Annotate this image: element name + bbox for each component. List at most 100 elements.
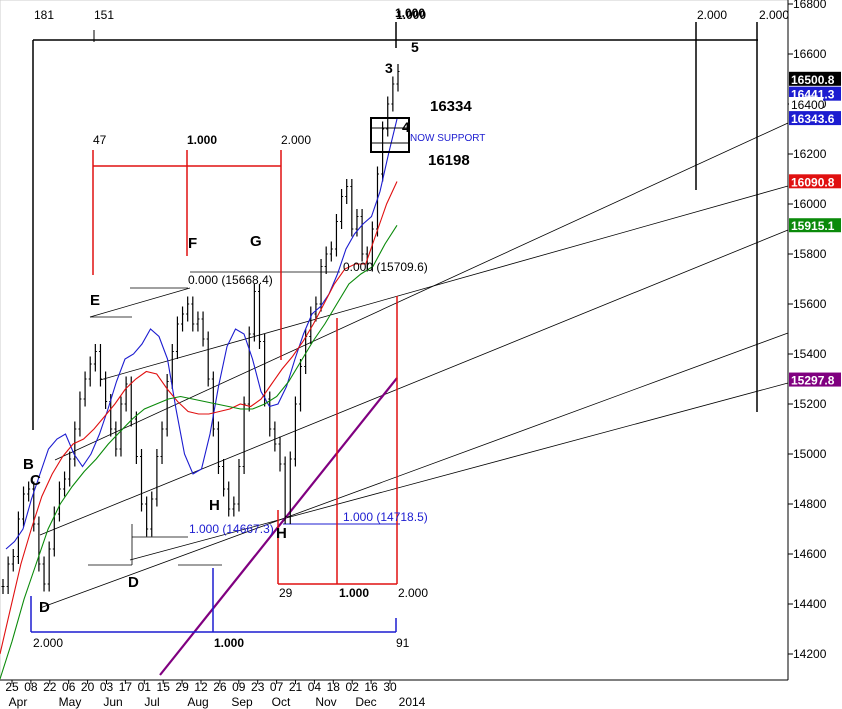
red-timing-bottom-2000: 2.000: [398, 586, 428, 600]
wave-label-3: 3: [385, 60, 393, 76]
y-tick-label: 15800: [793, 247, 827, 261]
timing-label-1000-a: 1.000: [395, 6, 425, 20]
channel-line: [89, 287, 191, 318]
x-month-label: Jul: [144, 695, 159, 709]
timing-tools: [30, 22, 758, 633]
channel-line: [39, 229, 789, 536]
timing-label-181: 181: [34, 8, 54, 22]
x-month-label: May: [59, 695, 82, 709]
wave-label-c: C: [30, 472, 41, 489]
moving-average-line: [5, 118, 398, 550]
channel-line: [39, 332, 789, 609]
ratio-label-d-low: 1.000 (14667.3): [189, 522, 274, 536]
value-tag-box: [789, 71, 841, 86]
pitchfork-lines: [39, 122, 789, 676]
y-tick-label: 14600: [793, 547, 827, 561]
wave-label-d-first: D: [39, 599, 50, 616]
x-tick-label: 29: [175, 680, 189, 694]
x-tick-label: 03: [100, 680, 114, 694]
ratio-label-h-low: 1.000 (14718.5): [343, 510, 428, 524]
x-tick-label: 21: [289, 680, 303, 694]
blue-timing-91: 91: [396, 636, 410, 650]
moving-average-line: [0, 181, 398, 655]
x-month-label: Sep: [231, 695, 253, 709]
x-tick-label: 26: [213, 680, 227, 694]
y-tick-label: 15600: [793, 297, 827, 311]
value-tag-label: 16500.8: [791, 73, 835, 87]
x-tick-label: 22: [43, 680, 57, 694]
wave-label-h-first: H: [209, 497, 220, 514]
wave-label-4: 4: [402, 119, 410, 135]
y-tick-label: 15400: [793, 347, 827, 361]
channel-line: [99, 185, 789, 381]
x-tick-label: 25: [5, 680, 19, 694]
target-zone-box: [370, 117, 410, 153]
blue-timing-1000: 1.000: [214, 636, 244, 650]
x-tick-label: 08: [24, 680, 38, 694]
x-tick-label: 06: [62, 680, 76, 694]
y-tick-label: 16000: [793, 197, 827, 211]
wave-label-b: B: [23, 456, 34, 473]
x-tick-label: 04: [308, 680, 322, 694]
annotation-texts: 181 151 1.000 1.000 2.000 2.000 47 1.000…: [23, 6, 789, 650]
y-tick-label: 16800: [793, 0, 827, 11]
zone-low-label: 16198: [428, 152, 470, 169]
x-month-label: Jun: [103, 695, 122, 709]
zone-note: NOW SUPPORT: [410, 133, 485, 144]
x-axis: 25 08 22 06 20 03 17 01 15 29 12 26 09 23 07 21 04 18 02 16…: [0, 679, 788, 709]
value-tag-label: 15915.1: [791, 219, 835, 233]
x-tick-label: 15: [157, 680, 171, 694]
value-tag-label: 16343.6: [791, 112, 835, 126]
x-tick-label: 02: [346, 680, 360, 694]
x-tick-label: 23: [251, 680, 265, 694]
value-tag-label: 16090.8: [791, 175, 835, 189]
x-tick-label: 17: [119, 680, 133, 694]
red-timing-29: 29: [279, 586, 293, 600]
y-tick-label: 14800: [793, 497, 827, 511]
timing-label-2000-b: 2.000: [759, 8, 789, 22]
blue-timing-2000: 2.000: [33, 636, 63, 650]
ratio-label-e-high: 0.000 (15668.4): [188, 273, 273, 287]
value-tag-box: [789, 111, 841, 126]
wave-label-e: E: [90, 292, 100, 309]
value-tag-box: [789, 372, 841, 387]
last-value-tags: 16500.816441.31640016343.616090.815915.1…: [789, 71, 841, 388]
red-timing-2000: 2.000: [281, 133, 311, 147]
x-month-label: Aug: [187, 695, 208, 709]
value-tag-label: 15297.8: [791, 374, 835, 388]
ratio-label-g-high: 0.000 (15709.6): [343, 260, 428, 274]
timing-label-2000-a: 2.000: [697, 8, 727, 22]
y-tick-label: 15000: [793, 447, 827, 461]
y-tick-label: 14400: [793, 597, 827, 611]
timing-label-151: 151: [94, 8, 114, 22]
x-tick-label: 20: [81, 680, 95, 694]
x-tick-label: 30: [383, 680, 397, 694]
x-month-label: Apr: [9, 695, 28, 709]
wave-label-d-second: D: [128, 574, 139, 591]
moving-average-line: [0, 225, 398, 680]
red-timing-47: 47: [93, 133, 107, 147]
value-tag-box: [789, 97, 823, 111]
wave-label-5: 5: [411, 39, 419, 55]
x-month-label: Dec: [355, 695, 376, 709]
y-tick-label: 16600: [793, 47, 827, 61]
y-tick-label: 16200: [793, 147, 827, 161]
wave-label-h-second: H: [276, 525, 287, 542]
chart-series: [0, 64, 400, 680]
wave-label-f: F: [188, 235, 197, 252]
x-tick-label: 12: [194, 680, 208, 694]
channel-line: [129, 382, 789, 561]
x-tick-label: 18: [327, 680, 341, 694]
red-timing-bottom-1000: 1.000: [339, 586, 369, 600]
y-tick-label: 15200: [793, 397, 827, 411]
value-tag-box: [789, 218, 841, 233]
x-tick-label: 09: [232, 680, 246, 694]
y-tick-label: 14200: [793, 647, 827, 661]
wave-label-g: G: [250, 233, 262, 250]
x-tick-label: 01: [138, 680, 152, 694]
zone-high-label: 16334: [430, 98, 472, 115]
x-month-label: 2014: [399, 695, 426, 709]
red-timing-1000: 1.000: [187, 133, 217, 147]
value-tag-box: [789, 174, 841, 189]
